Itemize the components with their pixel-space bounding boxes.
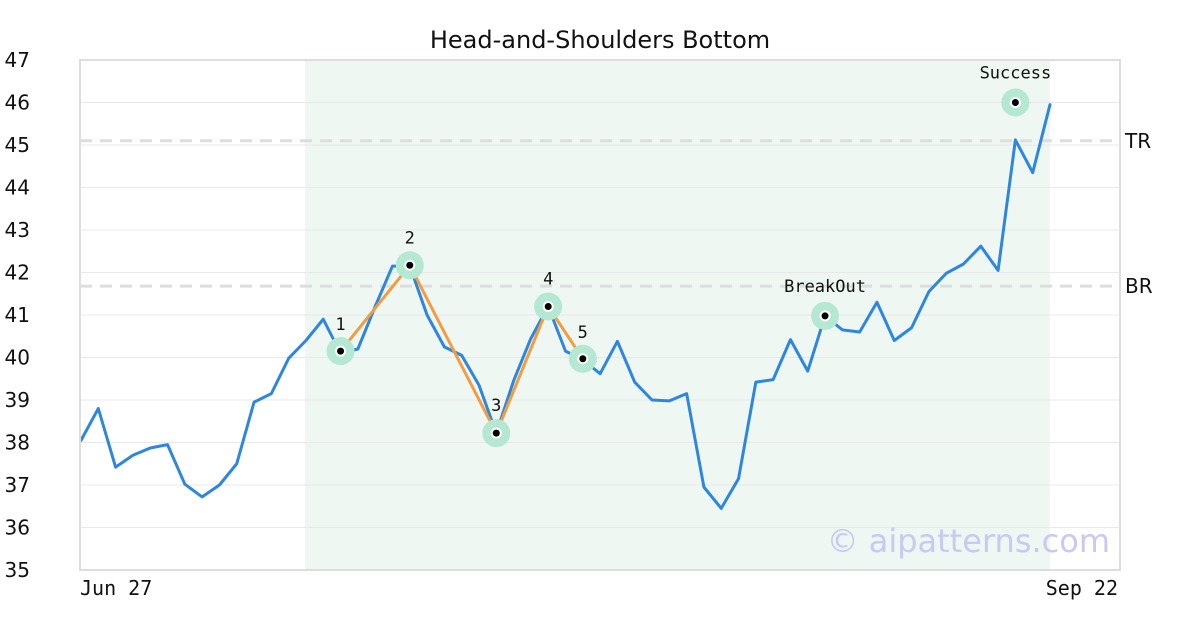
y-tick-label-43: 43 xyxy=(5,218,30,242)
pattern-point-label-2: 2 xyxy=(405,228,415,248)
level-label-br: BR xyxy=(1125,274,1153,298)
plot-frame xyxy=(79,59,1121,571)
success-label: Success xyxy=(980,64,1052,84)
breakout-label: BreakOut xyxy=(784,277,866,297)
pattern-point-dot-3 xyxy=(492,429,500,437)
pattern-point-dot-2 xyxy=(406,261,414,269)
pattern-point-label-5: 5 xyxy=(578,323,588,343)
watermark: © aipatterns.com xyxy=(827,522,1110,560)
y-tick-label-41: 41 xyxy=(5,303,30,327)
y-tick-label-36: 36 xyxy=(5,516,30,540)
y-tick-label-47: 47 xyxy=(5,48,30,72)
pattern-point-label-1: 1 xyxy=(335,315,345,335)
pattern-point-dot-1 xyxy=(337,347,345,355)
breakout-marker-dot xyxy=(821,312,829,320)
pattern-point-dot-5 xyxy=(579,355,587,363)
plot-frame-layer xyxy=(79,59,1121,571)
level-label-tr: TR xyxy=(1124,129,1151,153)
x-tick-label-start: Jun 27 xyxy=(80,576,152,600)
y-tick-label-46: 46 xyxy=(5,91,30,115)
markers-layer xyxy=(326,88,1030,448)
y-tick-label-37: 37 xyxy=(5,473,30,497)
pattern-point-label-3: 3 xyxy=(491,396,501,416)
y-tick-label-39: 39 xyxy=(5,388,30,412)
x-tick-label-end: Sep 22 xyxy=(1046,576,1118,600)
labels-layer: TR BR 1 2 3 4 5 BreakOut Success xyxy=(335,64,1152,417)
price-series-line xyxy=(79,103,1052,510)
success-marker-dot xyxy=(1011,99,1019,106)
price-series-layer xyxy=(79,103,1052,510)
pattern-point-label-4: 4 xyxy=(543,270,553,290)
y-tick-label-42: 42 xyxy=(5,261,30,285)
y-tick-label-40: 40 xyxy=(5,346,30,370)
y-tick-label-44: 44 xyxy=(5,176,30,200)
level-lines-layer xyxy=(80,139,1120,288)
y-tick-label-38: 38 xyxy=(5,431,30,455)
pattern-point-dot-4 xyxy=(544,303,552,310)
y-tick-label-35: 35 xyxy=(5,558,30,582)
chart-title: Head-and-Shoulders Bottom xyxy=(430,26,770,54)
y-tick-label-45: 45 xyxy=(5,133,30,157)
